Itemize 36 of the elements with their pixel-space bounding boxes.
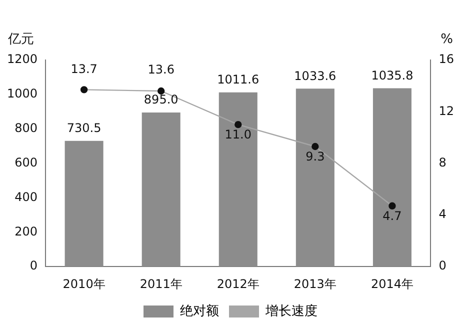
bar [296,88,334,267]
y2-tick-label: 8 [438,155,446,170]
y-tick-label: 1000 [6,86,38,101]
data-label: 9.3 [306,150,325,164]
data-label: 1011.6 [217,72,260,87]
x-tick-label: 2012年 [216,276,260,291]
bar [372,88,412,267]
y-tick-label: 200 [14,224,38,238]
bar [64,140,104,267]
bar [142,112,180,267]
data-label: 13.6 [148,62,174,77]
y-tick-label: 400 [14,190,38,204]
y-tick-label: 0 [30,258,38,273]
y-tick-label: 1200 [6,52,38,66]
y2-tick-label: 16 [438,52,454,66]
data-label: 1035.8 [371,68,414,82]
y2-tick-label: 12 [438,104,454,118]
y-tick-label: 800 [14,120,38,135]
data-label: 1033.6 [294,68,336,83]
legend-label: 增长速度 [264,302,318,319]
data-label: 730.5 [66,120,102,135]
x-tick-label: 2014年 [370,276,414,291]
data-label: 895.0 [144,92,178,107]
data-label: 11.0 [224,128,252,142]
data-label: 13.7 [70,62,98,76]
y2-tick-label: 4 [438,207,446,222]
bar [218,92,258,267]
x-tick-label: 2013年 [294,276,336,291]
x-tick-label: 2010年 [62,276,106,291]
x-tick-label: 2011年 [140,276,182,291]
data-label: 4.7 [382,209,402,224]
y-tick-label: 600 [14,155,38,170]
y-axis-title: 亿元 [7,32,34,47]
y2-tick-label: 0 [438,258,446,273]
y2-axis-title: % [440,32,453,47]
legend-label: 绝对额 [180,304,219,319]
